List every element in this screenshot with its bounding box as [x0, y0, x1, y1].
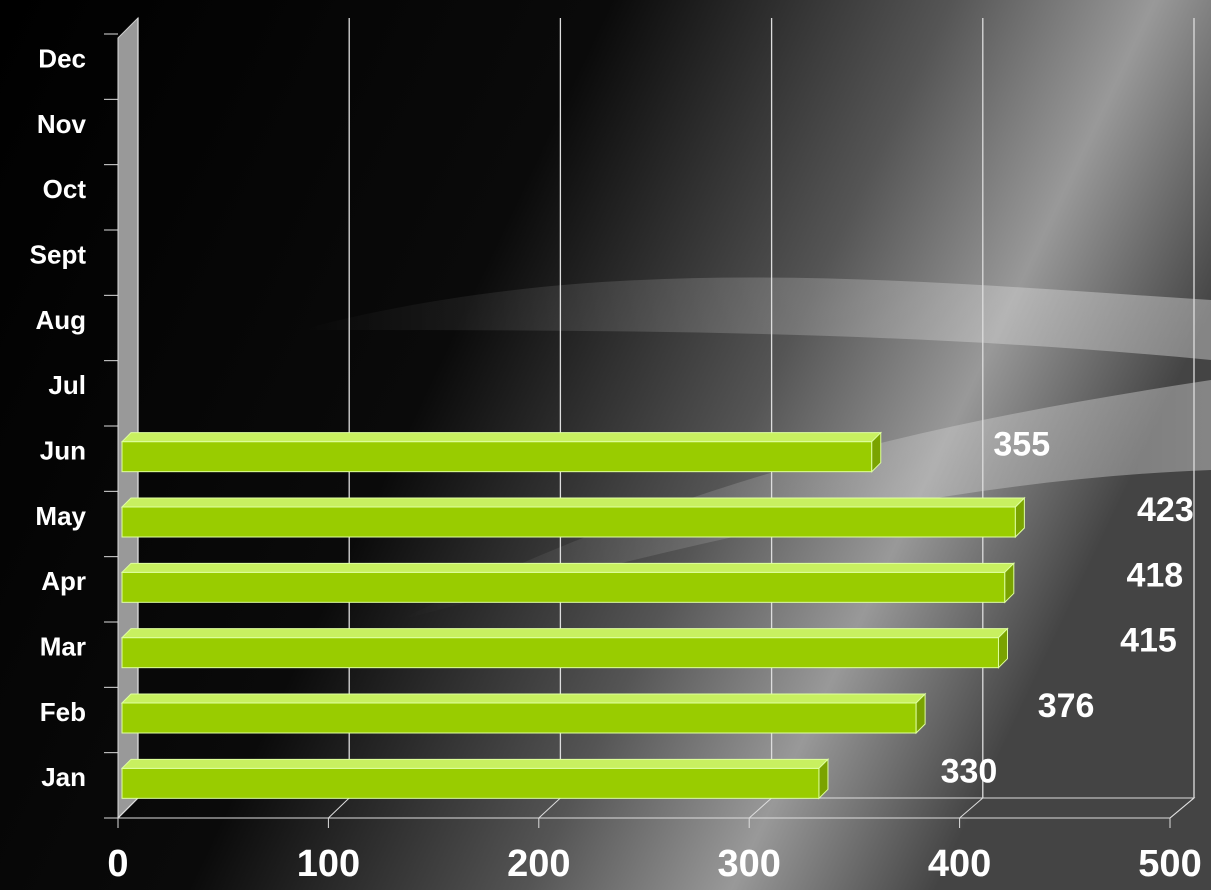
- bar-top: [120, 693, 927, 704]
- floor-tick-line: [748, 797, 772, 819]
- bar-top: [120, 628, 1009, 639]
- x-tick-label: 500: [1138, 843, 1201, 885]
- bar-front: [121, 702, 917, 734]
- bar: [120, 758, 830, 800]
- y-tick-label: Mar: [40, 632, 86, 662]
- floor-tick-line: [117, 797, 139, 819]
- bar-side: [915, 692, 926, 735]
- x-tick-label: 300: [717, 843, 780, 885]
- x-tick-label: 400: [928, 843, 991, 885]
- bar-front: [121, 637, 999, 669]
- bar: [120, 431, 882, 473]
- bar-top: [120, 562, 1016, 573]
- bar-front: [121, 506, 1016, 538]
- y-tick-label: Feb: [40, 697, 86, 727]
- y-tick-label: Jun: [40, 436, 86, 466]
- bar-front: [121, 767, 820, 799]
- x-tick-label: 200: [507, 843, 570, 885]
- bar: [120, 692, 927, 735]
- value-label: 418: [1126, 556, 1183, 594]
- value-label: 376: [1038, 687, 1095, 725]
- value-label: 355: [993, 426, 1050, 464]
- floor-tick-line: [328, 797, 350, 819]
- x-tick-label: 0: [107, 843, 128, 885]
- floor-tick-line: [538, 797, 561, 819]
- y-tick-label: Jul: [48, 370, 86, 400]
- bar-top: [120, 497, 1026, 508]
- bar-side: [1014, 496, 1025, 539]
- x-tick-label: 100: [297, 843, 360, 885]
- y-tick-label: Dec: [38, 44, 86, 74]
- floor-tick-line: [1169, 797, 1195, 819]
- y-tick-label: Jan: [41, 762, 86, 792]
- value-label: 330: [941, 752, 998, 790]
- bar: [120, 562, 1016, 604]
- y-tick-label: Oct: [43, 174, 87, 204]
- bar-top: [120, 432, 882, 443]
- value-label: 415: [1120, 622, 1177, 660]
- y-tick-label: Aug: [35, 305, 86, 335]
- bar-top: [120, 758, 830, 769]
- y-tick-label: May: [35, 501, 86, 531]
- value-label: 423: [1137, 491, 1194, 529]
- bar: [120, 627, 1009, 669]
- floor-tick-line: [959, 797, 984, 819]
- y-tick-label: Nov: [37, 109, 87, 139]
- y-tick-label: Sept: [30, 240, 87, 270]
- bar-front: [121, 441, 873, 473]
- bar: [120, 496, 1026, 539]
- bar-side: [997, 627, 1008, 669]
- bar-side: [871, 431, 882, 473]
- y-tick-label: Apr: [41, 566, 86, 596]
- bar-front: [121, 571, 1006, 603]
- bar-side: [818, 758, 829, 800]
- bar-side: [1004, 562, 1015, 604]
